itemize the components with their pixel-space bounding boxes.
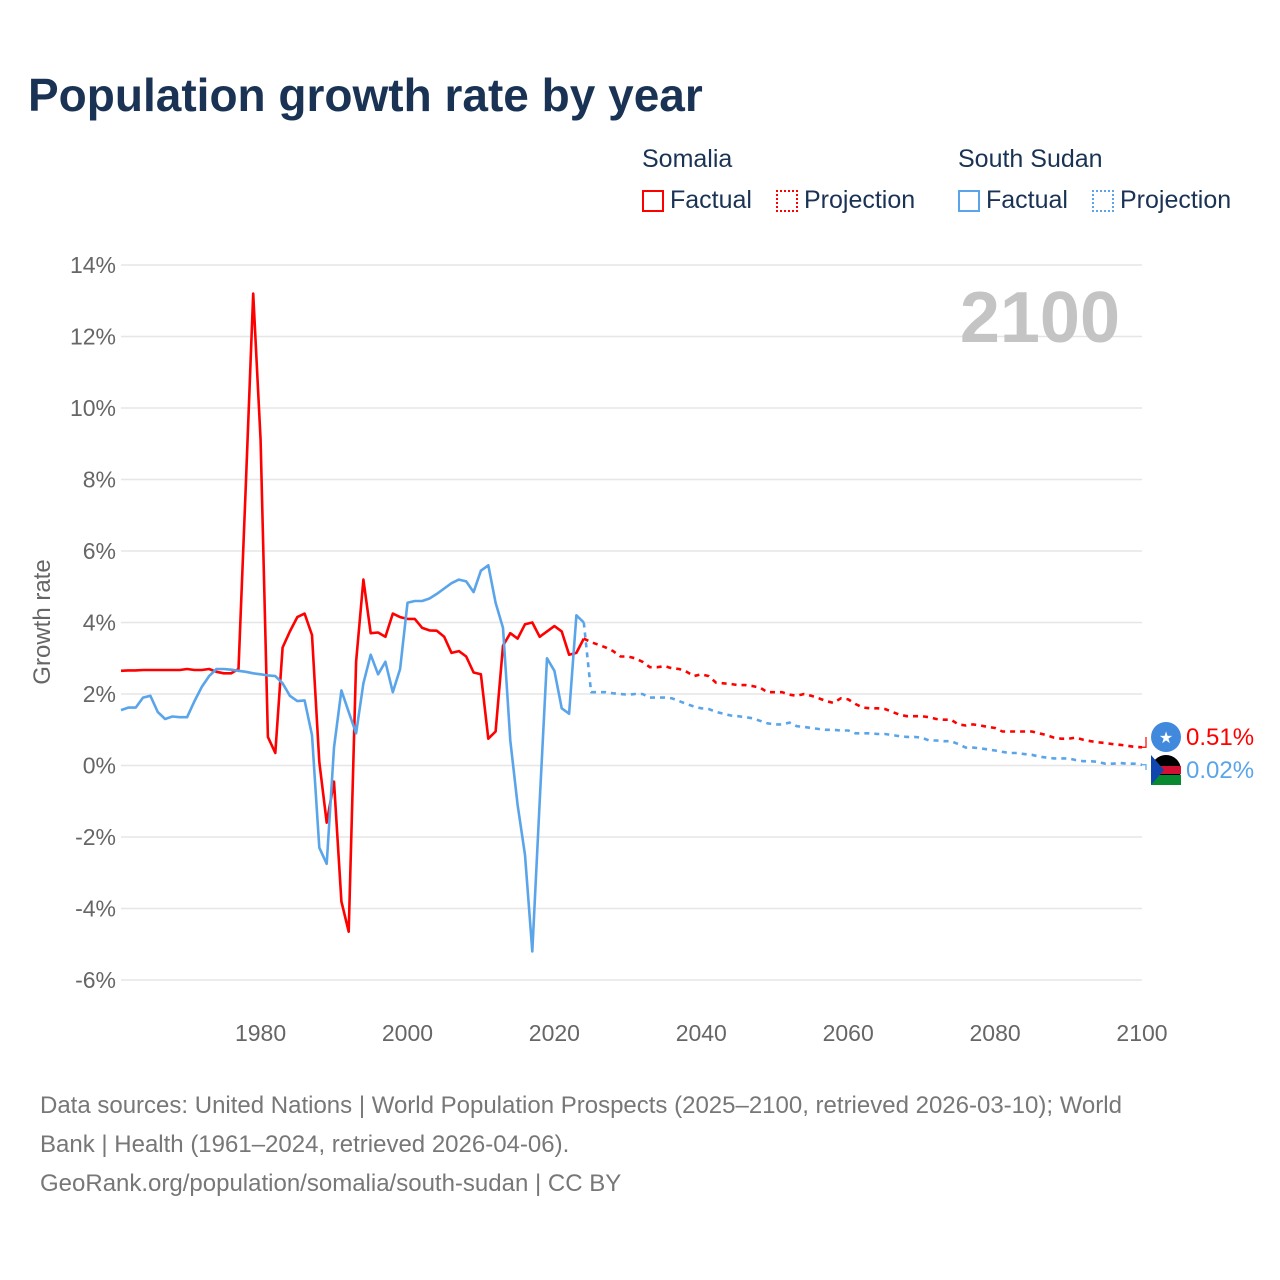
legend-somalia-projection[interactable]: Projection <box>776 186 915 215</box>
end-value-label: 0.02% <box>1186 757 1254 784</box>
legend-swatch-solid <box>642 189 664 212</box>
y-tick-label: 6% <box>83 538 116 564</box>
y-tick-label: 10% <box>70 395 116 421</box>
y-tick-label: 4% <box>83 610 116 636</box>
y-tick-label: 2% <box>83 681 116 707</box>
legend-south-sudan-projection[interactable]: Projection <box>1092 186 1231 215</box>
x-tick-label: 2100 <box>1116 1020 1167 1046</box>
y-tick-label: 0% <box>83 753 116 779</box>
series-line-south-sudan-factual <box>120 563 585 953</box>
legend-label: Projection <box>804 186 916 214</box>
y-tick-label: -4% <box>75 896 116 922</box>
x-tick-label: 1980 <box>235 1020 286 1046</box>
legend-swatch-dotted <box>1092 189 1114 212</box>
legend-label: Projection <box>1120 186 1232 214</box>
flag-stripe <box>1151 766 1181 774</box>
x-tick-label: 2080 <box>970 1020 1021 1046</box>
legend-group-south-sudan: South Sudan <box>958 145 1103 173</box>
y-tick-label: 12% <box>70 324 116 350</box>
end-label-connector <box>1142 764 1147 770</box>
legend-label: Factual <box>670 186 752 214</box>
legend-south-sudan-factual[interactable]: Factual <box>958 186 1068 215</box>
end-value-label: 0.51% <box>1186 724 1254 751</box>
source-line-1: Data sources: United Nations | World Pop… <box>40 1092 1122 1119</box>
series-line-somalia-factual <box>120 292 585 934</box>
flag-star-icon: ★ <box>1159 730 1173 747</box>
x-tick-label: 2060 <box>823 1020 874 1046</box>
y-tick-label: 8% <box>83 467 116 493</box>
flag-triangle <box>1151 755 1164 785</box>
legend-somalia-factual[interactable]: Factual <box>642 186 752 215</box>
flag-stripe <box>1151 775 1181 785</box>
x-tick-label: 2000 <box>382 1020 433 1046</box>
source-line-2: Bank | Health (1961–2024, retrieved 2026… <box>40 1131 570 1158</box>
y-tick-label: -2% <box>75 824 116 850</box>
legend-group-somalia: Somalia <box>642 145 733 173</box>
chart-title: Population growth rate by year <box>28 69 703 121</box>
end-label-connector <box>1142 737 1147 748</box>
y-tick-label: -6% <box>75 967 116 993</box>
legend-swatch-solid <box>958 189 980 212</box>
y-axis-label: Growth rate <box>29 559 56 684</box>
somalia-flag-icon <box>1151 722 1181 752</box>
legend-swatch-dotted <box>776 189 798 212</box>
x-tick-label: 2020 <box>529 1020 580 1046</box>
y-tick-label: 14% <box>70 252 116 278</box>
x-tick-label: 2040 <box>676 1020 727 1046</box>
year-watermark: 2100 <box>960 278 1120 358</box>
legend-label: Factual <box>986 186 1068 214</box>
series-line-somalia-projection <box>583 637 1143 749</box>
source-link[interactable]: GeoRank.org/population/somalia/south-sud… <box>40 1170 622 1197</box>
